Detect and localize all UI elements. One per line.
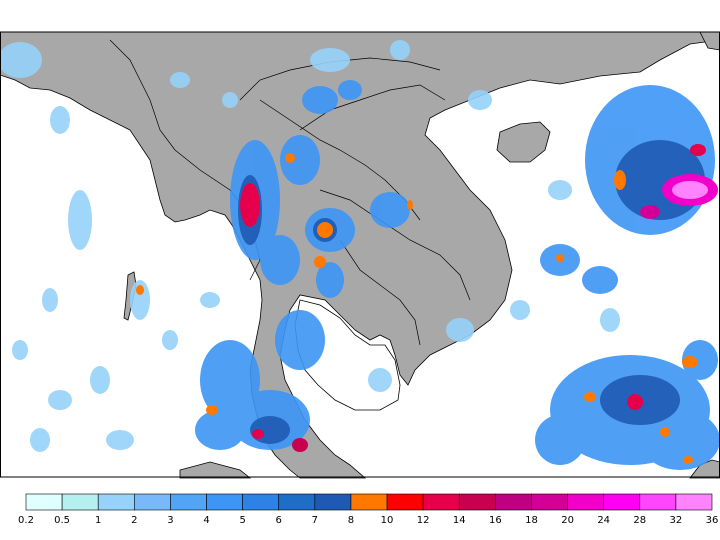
- legend-swatch: [603, 493, 641, 511]
- legend-tick-label: 12: [417, 515, 430, 526]
- legend-tick-label: 10: [381, 515, 394, 526]
- legend-swatch: [531, 493, 568, 511]
- legend-tick-label: 20: [561, 515, 574, 526]
- legend-tick-label: 7: [312, 515, 318, 526]
- legend-swatch: [25, 493, 63, 511]
- border-line: [339, 239, 421, 346]
- legend-swatch: [675, 493, 713, 511]
- legend-tick-label: 4: [203, 515, 209, 526]
- legend-tick-label: 8: [348, 515, 354, 526]
- legend-swatch: [422, 493, 460, 511]
- andaman-islands: [123, 271, 137, 321]
- legend-swatch: [314, 493, 352, 511]
- legend-labels: 0.20.5123456781012141618202428323640: [18, 515, 719, 526]
- mainland-southeast-asia: [0, 31, 720, 479]
- legend-swatch: [206, 493, 243, 511]
- border-line: [319, 189, 471, 301]
- legend-tick-label: 0.2: [18, 515, 34, 526]
- legend-tick-label: 3: [167, 515, 173, 526]
- legend-swatch: [242, 493, 280, 511]
- legend-tick-label: 2: [131, 515, 137, 526]
- legend-tick-label: 5: [239, 515, 245, 526]
- legend-swatch: [350, 493, 388, 511]
- legend-tick-label: 16: [489, 515, 502, 526]
- legend-tick-label: 18: [525, 515, 538, 526]
- legend-tick-label: 24: [597, 515, 610, 526]
- legend-swatch: [567, 493, 604, 511]
- legend-tick-label: 28: [633, 515, 646, 526]
- borneo-corner: [689, 459, 720, 479]
- legend-tick-label: 36: [706, 515, 719, 526]
- precip-intense: [136, 144, 718, 464]
- legend-swatch: [97, 493, 135, 511]
- legend-swatch: [61, 493, 99, 511]
- legend-swatch: [386, 493, 424, 511]
- legend-swatches: [25, 493, 713, 511]
- legend-swatch: [495, 493, 532, 511]
- legend-swatch: [134, 493, 171, 511]
- legend-swatch: [458, 493, 496, 511]
- legend-tick-label: 14: [453, 515, 466, 526]
- legend-tick-label: 32: [670, 515, 683, 526]
- legend-swatch: [278, 493, 316, 511]
- precipitation-map: [0, 31, 720, 479]
- legend-swatch: [639, 493, 677, 511]
- legend-tick-label: 6: [276, 515, 282, 526]
- legend-tick-label: 1: [95, 515, 101, 526]
- legend-swatch: [170, 493, 207, 511]
- hainan-island: [496, 121, 551, 163]
- precipitation-legend: 0.20.5123456781012141618202428323640: [18, 493, 719, 526]
- precip-light: [0, 40, 620, 452]
- legend-tick-label: 0.5: [54, 515, 70, 526]
